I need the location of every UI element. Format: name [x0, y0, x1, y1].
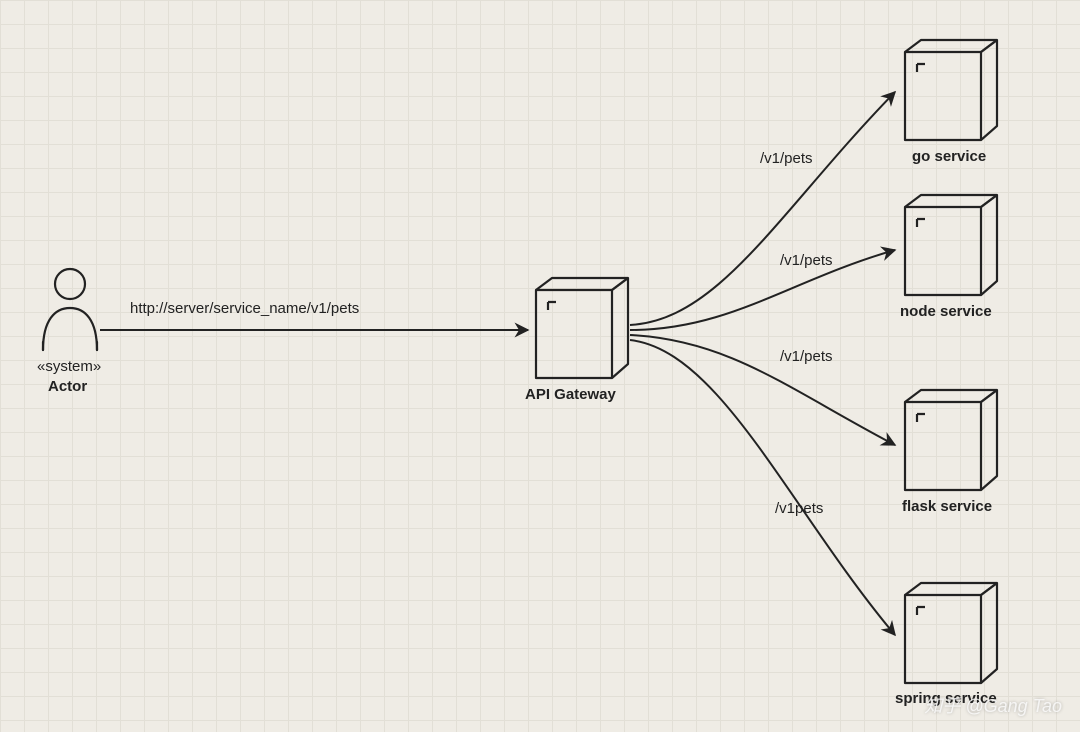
node-service-icon	[905, 195, 997, 295]
watermark: 知乎 @Gang Tao	[924, 692, 1062, 718]
go-service-icon	[905, 40, 997, 140]
gateway-server-icon	[536, 278, 628, 378]
edge-gateway-flask	[630, 335, 895, 445]
edge-gateway-spring	[630, 340, 895, 635]
edge-label-go: /v1/pets	[760, 150, 813, 167]
edge-label-actor-gateway: http://server/service_name/v1/pets	[130, 300, 359, 317]
edge-gateway-go	[630, 92, 895, 325]
flask-service-icon	[905, 390, 997, 490]
flask-service-label: flask service	[902, 498, 992, 515]
edge-gateway-node	[630, 250, 895, 330]
node-service-label: node service	[900, 303, 992, 320]
edge-label-spring: /v1pets	[775, 500, 823, 517]
actor-name: Actor	[48, 378, 87, 395]
edge-label-node: /v1/pets	[780, 252, 833, 269]
actor-stereotype: «system»	[37, 358, 101, 375]
gateway-label: API Gateway	[525, 386, 616, 403]
actor-icon	[43, 269, 97, 350]
go-service-label: go service	[912, 148, 986, 165]
diagram-canvas	[0, 0, 1080, 732]
spring-service-icon	[905, 583, 997, 683]
edge-label-flask: /v1/pets	[780, 348, 833, 365]
